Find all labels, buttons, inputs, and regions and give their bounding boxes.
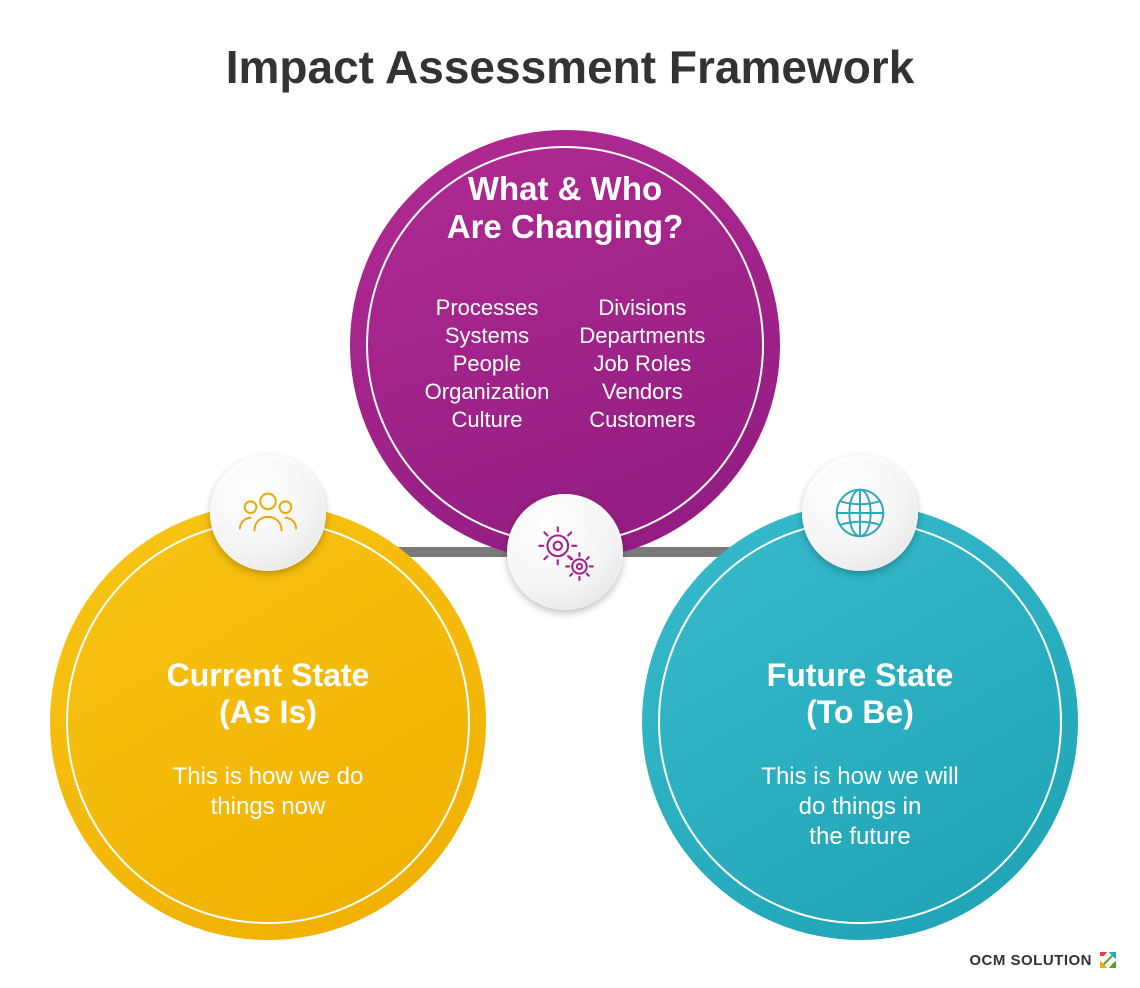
top-item: Job Roles bbox=[593, 351, 691, 377]
gears-icon bbox=[532, 519, 598, 585]
top-item: Systems bbox=[445, 323, 529, 349]
circle-left-heading: Current State(As Is) bbox=[88, 657, 448, 731]
top-item: Organization bbox=[425, 379, 550, 405]
people-icon-badge bbox=[210, 455, 326, 571]
top-item: Processes bbox=[436, 295, 539, 321]
globe-icon-badge bbox=[802, 455, 918, 571]
brand-footer: OCM SOLUTION bbox=[969, 950, 1118, 970]
people-icon bbox=[237, 482, 299, 544]
top-item: Departments bbox=[579, 323, 705, 349]
circle-top-items: ProcessesSystemsPeopleOrganizationCultur… bbox=[385, 295, 745, 433]
circle-right-subtext: This is how we willdo things inthe futur… bbox=[700, 762, 1020, 852]
circle-top-heading: What & WhoAre Changing? bbox=[365, 170, 765, 246]
gears-icon-badge bbox=[507, 494, 623, 610]
top-item: Customers bbox=[589, 407, 695, 433]
globe-icon bbox=[829, 482, 891, 544]
diagram-canvas: What & WhoAre Changing? ProcessesSystems… bbox=[0, 0, 1140, 988]
top-item: Vendors bbox=[602, 379, 683, 405]
circle-right-heading: Future State(To Be) bbox=[680, 657, 1040, 731]
brand-logo-icon bbox=[1098, 950, 1118, 970]
top-item: Divisions bbox=[598, 295, 686, 321]
brand-text: OCM SOLUTION bbox=[969, 952, 1092, 969]
circle-left-subtext: This is how we dothings now bbox=[108, 762, 428, 822]
top-item: Culture bbox=[452, 407, 523, 433]
top-item: People bbox=[453, 351, 522, 377]
